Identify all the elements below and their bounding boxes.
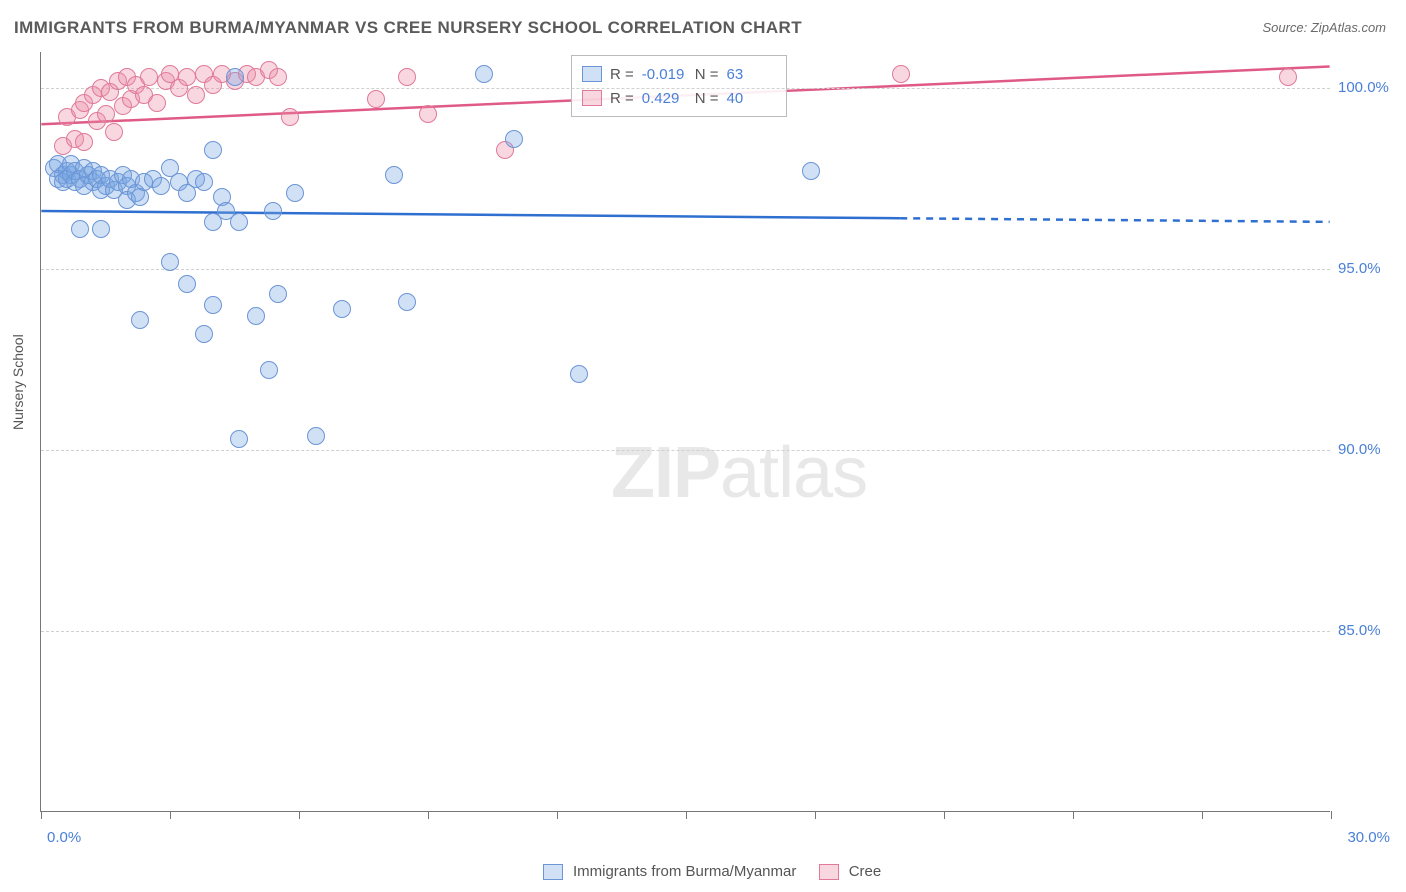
data-point-blue — [398, 293, 416, 311]
data-point-pink — [187, 86, 205, 104]
scatter-plot: ZIPatlas R = -0.019 N = 63 R = 0.429 N =… — [40, 52, 1330, 812]
r-value: -0.019 — [642, 66, 687, 83]
y-tick-label: 100.0% — [1338, 79, 1406, 96]
data-point-pink — [892, 65, 910, 83]
r-value: 0.429 — [642, 90, 687, 107]
data-point-blue — [161, 253, 179, 271]
y-axis-label: Nursery School — [10, 334, 26, 430]
data-point-pink — [398, 68, 416, 86]
n-label: N = — [695, 66, 719, 83]
data-point-blue — [195, 325, 213, 343]
x-tick — [299, 811, 300, 819]
x-tick — [815, 811, 816, 819]
series-legend: Immigrants from Burma/Myanmar Cree — [0, 863, 1406, 880]
data-point-pink — [97, 105, 115, 123]
data-point-blue — [333, 300, 351, 318]
data-point-blue — [475, 65, 493, 83]
y-tick-label: 95.0% — [1338, 260, 1406, 277]
y-tick-label: 85.0% — [1338, 622, 1406, 639]
r-label: R = — [610, 90, 634, 107]
x-tick — [1202, 811, 1203, 819]
data-point-blue — [230, 213, 248, 231]
n-label: N = — [695, 90, 719, 107]
x-axis-max-label: 30.0% — [1347, 829, 1390, 846]
n-value: 63 — [727, 66, 772, 83]
data-point-pink — [269, 68, 287, 86]
data-point-blue — [264, 202, 282, 220]
correlation-legend: R = -0.019 N = 63 R = 0.429 N = 40 — [571, 55, 787, 117]
data-point-blue — [307, 427, 325, 445]
data-point-blue — [286, 184, 304, 202]
n-value: 40 — [727, 90, 772, 107]
r-label: R = — [610, 66, 634, 83]
data-point-pink — [281, 108, 299, 126]
swatch-pink — [582, 90, 602, 106]
data-point-blue — [505, 130, 523, 148]
x-axis-min-label: 0.0% — [47, 829, 81, 846]
series-label-pink: Cree — [849, 863, 882, 880]
data-point-pink — [1279, 68, 1297, 86]
swatch-pink — [819, 864, 839, 880]
x-tick — [1073, 811, 1074, 819]
x-tick — [557, 811, 558, 819]
data-point-blue — [204, 296, 222, 314]
data-point-blue — [247, 307, 265, 325]
data-point-blue — [204, 141, 222, 159]
data-point-blue — [802, 162, 820, 180]
watermark: ZIPatlas — [611, 432, 867, 514]
swatch-blue — [543, 864, 563, 880]
data-point-blue — [385, 166, 403, 184]
series-label-blue: Immigrants from Burma/Myanmar — [573, 863, 796, 880]
data-point-blue — [570, 365, 588, 383]
data-point-blue — [260, 361, 278, 379]
data-point-blue — [230, 430, 248, 448]
data-point-pink — [140, 68, 158, 86]
source-label: Source: ZipAtlas.com — [1262, 20, 1386, 35]
data-point-pink — [367, 90, 385, 108]
x-tick — [944, 811, 945, 819]
data-point-blue — [71, 220, 89, 238]
data-point-blue — [195, 173, 213, 191]
data-point-pink — [75, 133, 93, 151]
gridline — [41, 631, 1330, 632]
gridline — [41, 269, 1330, 270]
chart-title: IMMIGRANTS FROM BURMA/MYANMAR VS CREE NU… — [14, 18, 802, 38]
swatch-blue — [582, 66, 602, 82]
legend-row-pink: R = 0.429 N = 40 — [582, 86, 772, 110]
data-point-pink — [178, 68, 196, 86]
data-point-pink — [148, 94, 166, 112]
x-tick — [428, 811, 429, 819]
x-tick — [41, 811, 42, 819]
x-tick — [686, 811, 687, 819]
y-tick-label: 90.0% — [1338, 441, 1406, 458]
data-point-blue — [178, 275, 196, 293]
data-point-blue — [92, 220, 110, 238]
legend-row-blue: R = -0.019 N = 63 — [582, 62, 772, 86]
data-point-blue — [131, 311, 149, 329]
data-point-blue — [269, 285, 287, 303]
x-tick — [1331, 811, 1332, 819]
gridline — [41, 450, 1330, 451]
data-point-blue — [226, 68, 244, 86]
data-point-pink — [419, 105, 437, 123]
data-point-blue — [152, 177, 170, 195]
data-point-pink — [105, 123, 123, 141]
x-tick — [170, 811, 171, 819]
